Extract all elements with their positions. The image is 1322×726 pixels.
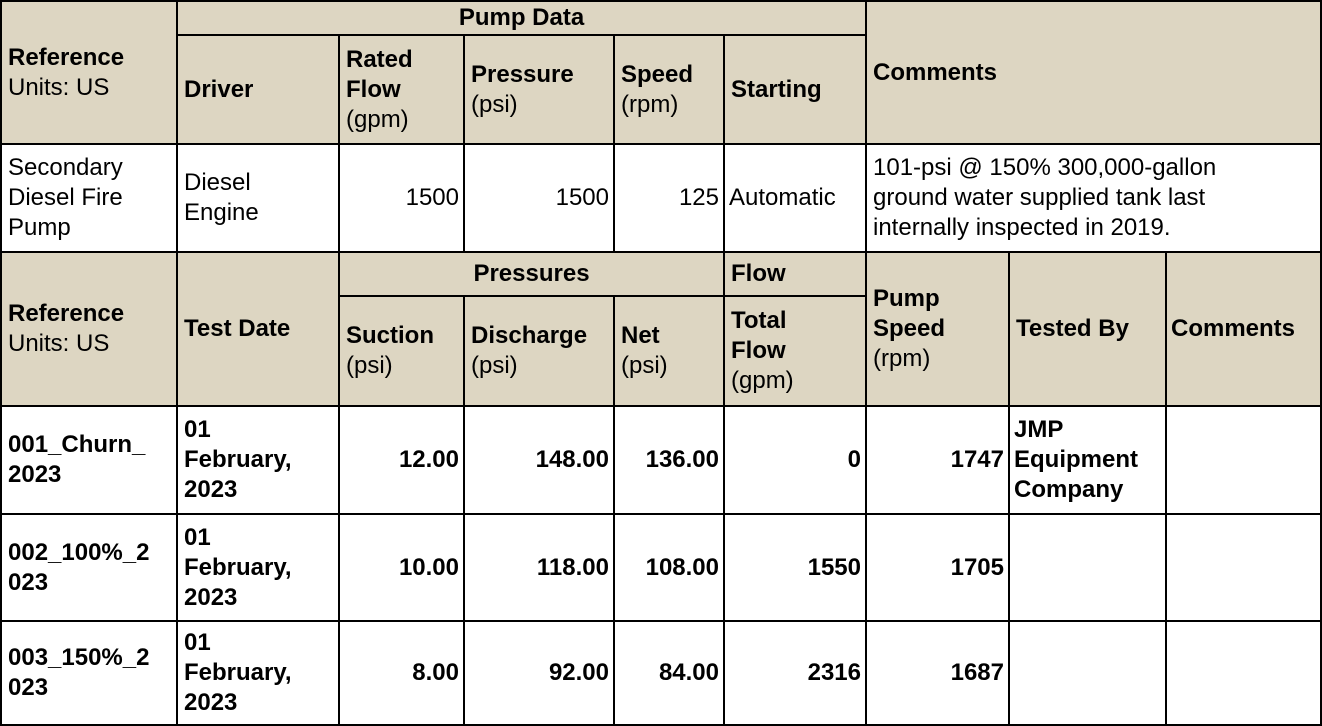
tested-by-header: Tested By [1010, 253, 1167, 407]
rated-flow-label: Rated Flow [346, 45, 413, 103]
driver-cell: Diesel Engine [178, 145, 340, 253]
test-row-1-speed: 1747 [867, 407, 1010, 515]
pump-speed-unit: (rpm) [873, 345, 931, 372]
total-flow-unit: (gpm) [731, 367, 794, 394]
test-row-2-tested-by [1010, 515, 1167, 622]
pressures-group-header: Pressures [340, 253, 725, 297]
starting-header: Starting [725, 36, 867, 145]
pressures-group-label: Pressures [473, 260, 590, 287]
pressure-cell: 1500 [465, 145, 615, 253]
discharge-label: Discharge [471, 322, 588, 349]
test-row-2-flow: 1550 [725, 515, 867, 622]
pump-comments-cell: 101-psi @ 150% 300,000-gallon ground wat… [867, 145, 1322, 253]
test-row-3-suction: 8.00 [340, 622, 465, 726]
flow-group-label: Flow [731, 260, 786, 287]
suction-header: Suction (psi) [340, 297, 465, 407]
rated-flow-header: Rated Flow (gpm) [340, 36, 465, 145]
pump-reference-label: Reference [8, 43, 125, 71]
speed-unit: (rpm) [621, 90, 679, 118]
speed-header: Speed (rpm) [615, 36, 725, 145]
pump-comments-header: Comments [867, 0, 1322, 145]
pressure-label: Pressure [471, 60, 574, 88]
test-row-3-flow: 2316 [725, 622, 867, 726]
starting-label: Starting [731, 75, 822, 103]
test-row-1-net: 136.00 [615, 407, 725, 515]
test-row-1-discharge: 148.00 [465, 407, 615, 515]
test-row-3-speed: 1687 [867, 622, 1010, 726]
discharge-unit: (psi) [471, 352, 518, 379]
test-row-3-date: 01 February, 2023 [178, 622, 340, 726]
total-flow-header: Total Flow (gpm) [725, 297, 867, 407]
pump-data-group-header: Pump Data [178, 0, 867, 36]
test-reference-header: Reference Units: US [0, 253, 178, 407]
test-row-2-speed: 1705 [867, 515, 1010, 622]
test-reference-label: Reference [8, 300, 125, 327]
test-row-1-flow: 0 [725, 407, 867, 515]
test-row-1-reference: 001_Churn_ 2023 [0, 407, 178, 515]
pump-comments-label: Comments [873, 58, 998, 86]
pressure-header: Pressure (psi) [465, 36, 615, 145]
driver-label: Driver [184, 75, 254, 103]
net-label: Net [621, 322, 660, 349]
flow-group-header: Flow [725, 253, 867, 297]
pump-speed-label: Pump Speed [873, 285, 946, 342]
test-row-2-date: 01 February, 2023 [178, 515, 340, 622]
pump-speed-header: Pump Speed (rpm) [867, 253, 1010, 407]
test-row-3-reference: 003_150%_2 023 [0, 622, 178, 726]
total-flow-label: Total Flow [731, 307, 787, 364]
test-row-3-net: 84.00 [615, 622, 725, 726]
test-row-2-reference: 002_100%_2 023 [0, 515, 178, 622]
test-comments-header: Comments [1167, 253, 1322, 407]
speed-label: Speed [621, 60, 694, 88]
test-comments-label: Comments [1171, 315, 1296, 342]
pump-reference-cell: Secondary Diesel Fire Pump [0, 145, 178, 253]
discharge-header: Discharge (psi) [465, 297, 615, 407]
test-date-header: Test Date [178, 253, 340, 407]
test-date-label: Test Date [184, 315, 291, 342]
rated-flow-unit: (gpm) [346, 105, 409, 133]
suction-unit: (psi) [346, 352, 393, 379]
test-row-2-suction: 10.00 [340, 515, 465, 622]
net-header: Net (psi) [615, 297, 725, 407]
test-row-1-date: 01 February, 2023 [178, 407, 340, 515]
test-row-1-tested-by: JMP Equipment Company [1010, 407, 1167, 515]
test-row-3-comments [1167, 622, 1322, 726]
starting-cell: Automatic [725, 145, 867, 253]
pump-data-group-label: Pump Data [458, 4, 585, 31]
test-row-3-tested-by [1010, 622, 1167, 726]
rated-flow-cell: 1500 [340, 145, 465, 253]
driver-header: Driver [178, 36, 340, 145]
pump-reference-header: Reference Units: US [0, 0, 178, 145]
net-unit: (psi) [621, 352, 668, 379]
tested-by-label: Tested By [1016, 315, 1129, 342]
test-row-2-net: 108.00 [615, 515, 725, 622]
pump-units-label: Units: US [8, 73, 110, 101]
test-row-2-discharge: 118.00 [465, 515, 615, 622]
test-row-3-discharge: 92.00 [465, 622, 615, 726]
speed-cell: 125 [615, 145, 725, 253]
test-row-1-suction: 12.00 [340, 407, 465, 515]
test-units-label: Units: US [8, 330, 110, 357]
test-row-2-comments [1167, 515, 1322, 622]
pressure-unit: (psi) [471, 90, 518, 118]
test-row-1-comments [1167, 407, 1322, 515]
suction-label: Suction [346, 322, 434, 349]
